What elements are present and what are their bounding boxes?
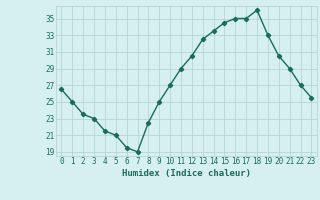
X-axis label: Humidex (Indice chaleur): Humidex (Indice chaleur) bbox=[122, 169, 251, 178]
